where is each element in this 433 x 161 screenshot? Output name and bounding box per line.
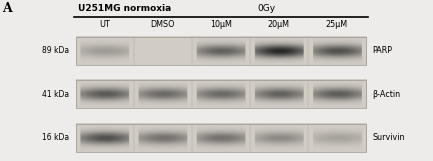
- Text: A: A: [2, 2, 12, 15]
- Text: DMSO: DMSO: [151, 20, 175, 29]
- Text: U251MG normoxia: U251MG normoxia: [78, 4, 171, 13]
- Text: UT: UT: [100, 20, 110, 29]
- Bar: [76, 80, 366, 108]
- Bar: [76, 124, 366, 152]
- Text: β-Actin: β-Actin: [372, 90, 401, 99]
- Text: 41 kDa: 41 kDa: [42, 90, 69, 99]
- Text: 16 kDa: 16 kDa: [42, 133, 69, 142]
- Text: 89 kDa: 89 kDa: [42, 46, 69, 55]
- Text: 0Gy: 0Gy: [258, 4, 276, 13]
- Text: PARP: PARP: [372, 46, 392, 55]
- Text: 25μM: 25μM: [326, 20, 348, 29]
- Text: 10μM: 10μM: [210, 20, 232, 29]
- Text: Survivin: Survivin: [372, 133, 405, 142]
- Text: 20μM: 20μM: [268, 20, 290, 29]
- Bar: [76, 37, 366, 65]
